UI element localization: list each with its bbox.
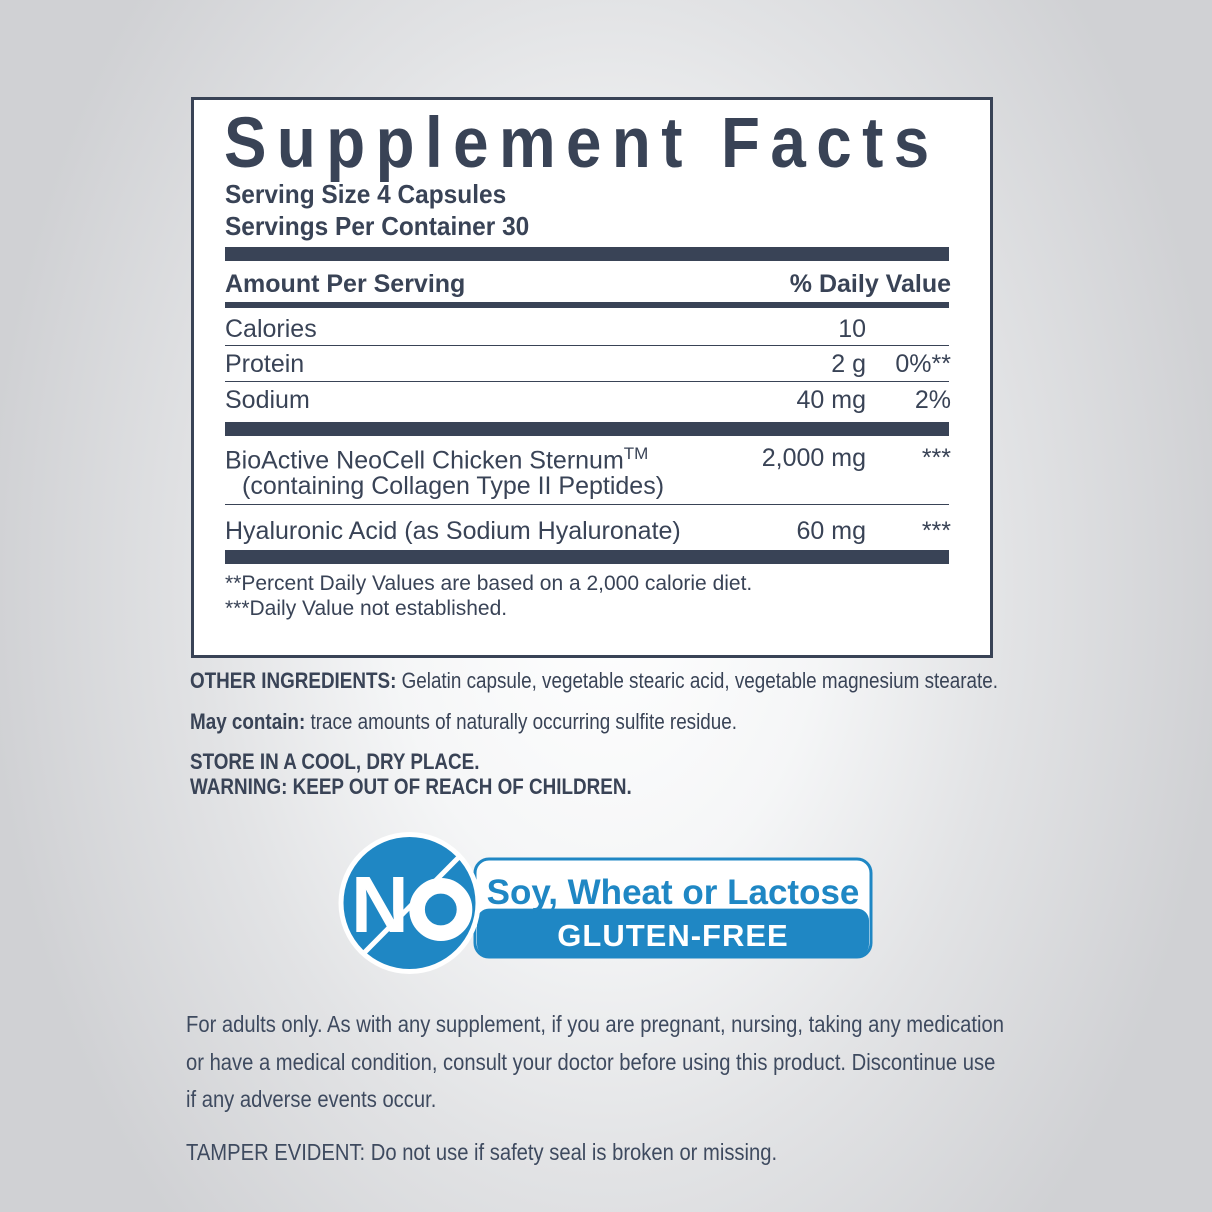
- svg-text:GLUTEN-FREE: GLUTEN-FREE: [557, 918, 788, 953]
- svg-text:Soy, Wheat or Lactose: Soy, Wheat or Lactose: [487, 873, 860, 912]
